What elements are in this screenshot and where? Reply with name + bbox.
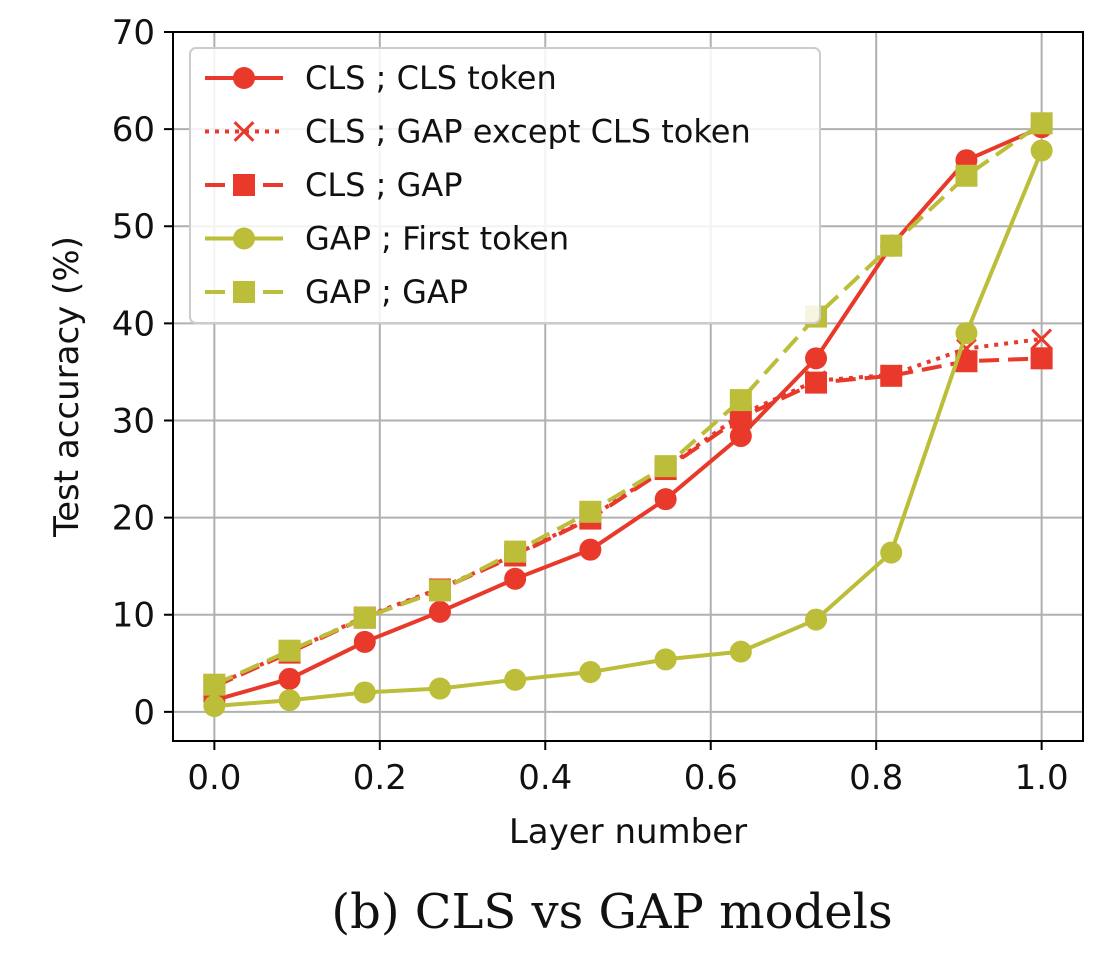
- y-axis-label: Test accuracy (%): [47, 236, 87, 538]
- y-tick-label: 40: [112, 304, 155, 344]
- series-line: [213, 121, 1043, 687]
- legend-entry: CLS ; GAP except CLS token: [205, 113, 751, 151]
- data-point: [1030, 139, 1053, 162]
- data-point: [880, 541, 903, 564]
- y-tick-label: 0: [133, 693, 155, 733]
- data-point: [278, 689, 301, 712]
- data-point: [880, 234, 903, 257]
- data-point: [504, 668, 527, 691]
- series-4: [203, 112, 1053, 696]
- data-point: [805, 347, 828, 370]
- series-1: [203, 328, 1053, 697]
- axis-ticks: 0.0 0.2 0.4 0.6 0.8 1.0 0 10 20 30 40 50 60 70: [112, 13, 1069, 798]
- data-point: [353, 606, 376, 629]
- data-point: [654, 455, 677, 478]
- data-point: [654, 488, 677, 511]
- data-point: [428, 677, 451, 700]
- legend-label: CLS ; GAP: [305, 166, 463, 204]
- legend-marker: [233, 67, 255, 89]
- legend-label: GAP ; First token: [305, 220, 569, 258]
- data-point: [729, 425, 752, 448]
- legend-entry: GAP ; First token: [205, 220, 569, 258]
- y-tick-label: 10: [112, 596, 155, 636]
- legend-entry: CLS ; GAP: [205, 166, 463, 204]
- data-point: [278, 667, 301, 690]
- x-tick-label: 0.4: [518, 758, 572, 798]
- data-point: [729, 406, 752, 429]
- data-point: [353, 630, 376, 653]
- legend-marker: [233, 281, 255, 303]
- data-point: [1030, 347, 1053, 370]
- x-marker-stroke: [1031, 328, 1053, 350]
- data-point: [729, 640, 752, 663]
- legend-entry: GAP ; GAP: [205, 273, 468, 311]
- data-point: [278, 639, 301, 662]
- series-3: [203, 139, 1053, 718]
- x-tick-label: 0.2: [353, 758, 407, 798]
- data-point: [579, 538, 602, 561]
- x-marker-stroke: [233, 121, 255, 142]
- x-axis-label: Layer number: [509, 812, 747, 852]
- y-tick-label: 70: [112, 13, 155, 53]
- legend: CLS ; CLS token CLS ; GAP except CLS toke…: [189, 47, 821, 324]
- legend-marker: [233, 121, 255, 142]
- series-line: [213, 336, 1042, 688]
- y-tick-label: 20: [112, 499, 155, 539]
- y-tick-label: 50: [112, 207, 155, 247]
- x-tick-label: 0.8: [849, 758, 903, 798]
- data-point: [1031, 328, 1053, 350]
- data-point: [504, 540, 527, 563]
- y-tick-label: 30: [112, 401, 155, 441]
- data-point: [504, 567, 527, 590]
- data-point: [955, 164, 978, 187]
- legend-marker: [233, 174, 255, 196]
- data-point: [1030, 112, 1053, 135]
- data-point: [579, 661, 602, 684]
- data-point: [579, 500, 602, 523]
- legend-entry: CLS ; CLS token: [205, 59, 557, 97]
- data-point: [805, 371, 828, 394]
- data-point: [203, 673, 226, 696]
- data-point: [353, 681, 376, 704]
- series-line: [214, 149, 1044, 709]
- legend-box: [189, 47, 821, 324]
- y-tick-label: 60: [112, 110, 155, 150]
- x-tick-label: 0.6: [684, 758, 738, 798]
- series-layer: [203, 112, 1053, 718]
- series-line: [213, 125, 1043, 703]
- data-point: [880, 364, 903, 387]
- data-point: [428, 600, 451, 623]
- data-point: [729, 389, 752, 412]
- figure-caption: (b) CLS vs GAP models: [331, 884, 892, 940]
- legend-label: GAP ; GAP: [305, 273, 468, 311]
- data-point: [203, 695, 226, 718]
- x-tick-label: 1.0: [1015, 758, 1069, 798]
- legend-label: CLS ; CLS token: [305, 59, 557, 97]
- x-tick-label: 0.0: [187, 758, 241, 798]
- data-point: [955, 322, 978, 345]
- data-point: [654, 648, 677, 671]
- data-point: [955, 350, 978, 373]
- data-point: [428, 579, 451, 602]
- data-point: [805, 608, 828, 631]
- legend-marker: [233, 227, 255, 250]
- plot-frame: [172, 31, 1084, 742]
- legend-label: CLS ; GAP except CLS token: [305, 113, 751, 151]
